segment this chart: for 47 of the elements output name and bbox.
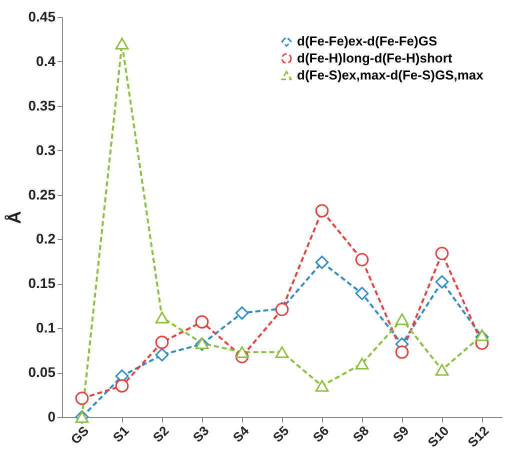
point bbox=[435, 246, 449, 260]
x-tick-label: GS bbox=[68, 422, 92, 447]
legend-label: d(Fe-S)ex,max-d(Fe-S)GS,max bbox=[297, 68, 484, 82]
legend-label: d(Fe-H)long-d(Fe-H)short bbox=[297, 50, 453, 66]
point bbox=[315, 256, 329, 269]
y-tick-label: 0.15 bbox=[28, 275, 56, 292]
point bbox=[475, 329, 489, 342]
point bbox=[395, 313, 409, 326]
x-tick-label: S6 bbox=[310, 423, 332, 445]
point bbox=[395, 345, 409, 359]
x-tick-label: S1 bbox=[110, 423, 132, 445]
point bbox=[355, 286, 369, 300]
point bbox=[155, 312, 169, 324]
point bbox=[355, 358, 369, 370]
y-tick-label: 0.4 bbox=[36, 52, 56, 69]
point bbox=[315, 380, 329, 392]
x-tick-label: S10 bbox=[424, 423, 452, 450]
y-tick-label: 0.05 bbox=[28, 364, 56, 380]
x-tick-label: S3 bbox=[190, 423, 212, 445]
x-tick-label: S8 bbox=[350, 423, 372, 445]
point bbox=[315, 204, 329, 218]
point bbox=[235, 346, 249, 358]
x-tick-label: S9 bbox=[390, 423, 412, 445]
x-tick-label: S4 bbox=[230, 422, 252, 445]
point bbox=[155, 336, 169, 349]
y-tick-label: 0.45 bbox=[28, 8, 56, 24]
point bbox=[435, 275, 449, 289]
y-axis-title: Å bbox=[4, 211, 24, 224]
point bbox=[235, 306, 249, 320]
point bbox=[275, 346, 289, 358]
y-tick-label: 0.1 bbox=[36, 320, 56, 336]
y-tick-label: 0.25 bbox=[28, 186, 56, 202]
point bbox=[155, 348, 169, 362]
x-tick-label: S2 bbox=[150, 423, 172, 445]
x-tick-label: S5 bbox=[270, 423, 292, 445]
point bbox=[195, 315, 209, 329]
point bbox=[75, 392, 89, 405]
legend-label: d(Fe-Fe)ex-d(Fe-Fe)GS bbox=[297, 34, 438, 48]
y-tick-label: 0 bbox=[48, 408, 56, 424]
point bbox=[355, 253, 369, 266]
x-tick-label: S12 bbox=[464, 423, 492, 450]
y-tick-label: 0.3 bbox=[36, 142, 56, 158]
point bbox=[115, 379, 129, 393]
y-tick-label: 0.2 bbox=[36, 230, 56, 247]
y-tick-label: 0.35 bbox=[28, 97, 56, 114]
point bbox=[435, 364, 449, 376]
point bbox=[115, 38, 129, 50]
